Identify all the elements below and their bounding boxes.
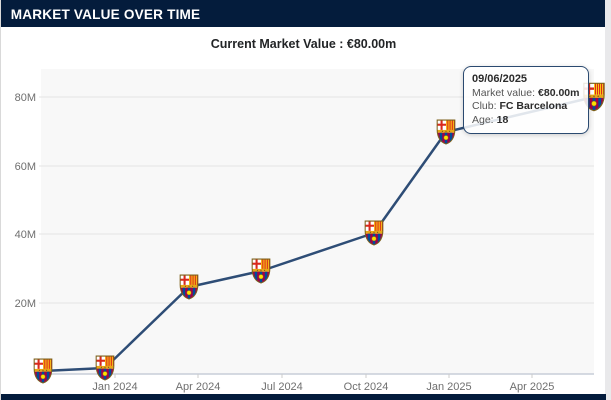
y-axis-label: 20M — [15, 298, 36, 310]
tooltip-label: Club: — [472, 100, 497, 112]
data-point-marker-crest-icon[interactable] — [34, 359, 52, 383]
current-market-value-text: Current Market Value : €80.00m — [210, 37, 397, 51]
tooltip-label: Market value: — [472, 86, 536, 99]
data-point-marker-crest-icon[interactable] — [96, 356, 114, 380]
y-axis-label: 60M — [15, 161, 36, 173]
x-axis-label: Jan 2024 — [92, 381, 137, 393]
widget-header: MARKET VALUE OVER TIME — [1, 0, 606, 27]
next-section-header-edge — [1, 394, 606, 400]
x-axis-label: Jan 2025 — [426, 381, 471, 393]
x-axis-label: Apr 2025 — [510, 381, 555, 393]
chart-tooltip: 09/06/2025 Market value: €80.00m Club: FC … — [463, 66, 590, 134]
x-axis-label: Jul 2024 — [261, 381, 303, 393]
tooltip-age: Age: 18 — [472, 114, 579, 128]
tooltip-value: FC Barcelona — [499, 100, 568, 112]
tooltip-market-value: Market value: €80.00m — [472, 87, 579, 101]
y-axis-label: 40M — [15, 229, 36, 241]
widget-title: MARKET VALUE OVER TIME — [10, 5, 201, 22]
x-axis-label: Apr 2024 — [176, 381, 221, 393]
scrollbar-track[interactable] — [605, 0, 611, 400]
x-axis-label: Oct 2024 — [344, 381, 389, 393]
tooltip-club: Club: FC Barcelona — [472, 100, 579, 114]
y-axis-label: 80M — [15, 92, 36, 104]
tooltip-value: €80.00m — [538, 86, 580, 99]
tooltip-date: 09/06/2025 — [472, 73, 528, 85]
tooltip-label: Age: — [472, 113, 494, 126]
tooltip-value: 18 — [496, 113, 509, 126]
